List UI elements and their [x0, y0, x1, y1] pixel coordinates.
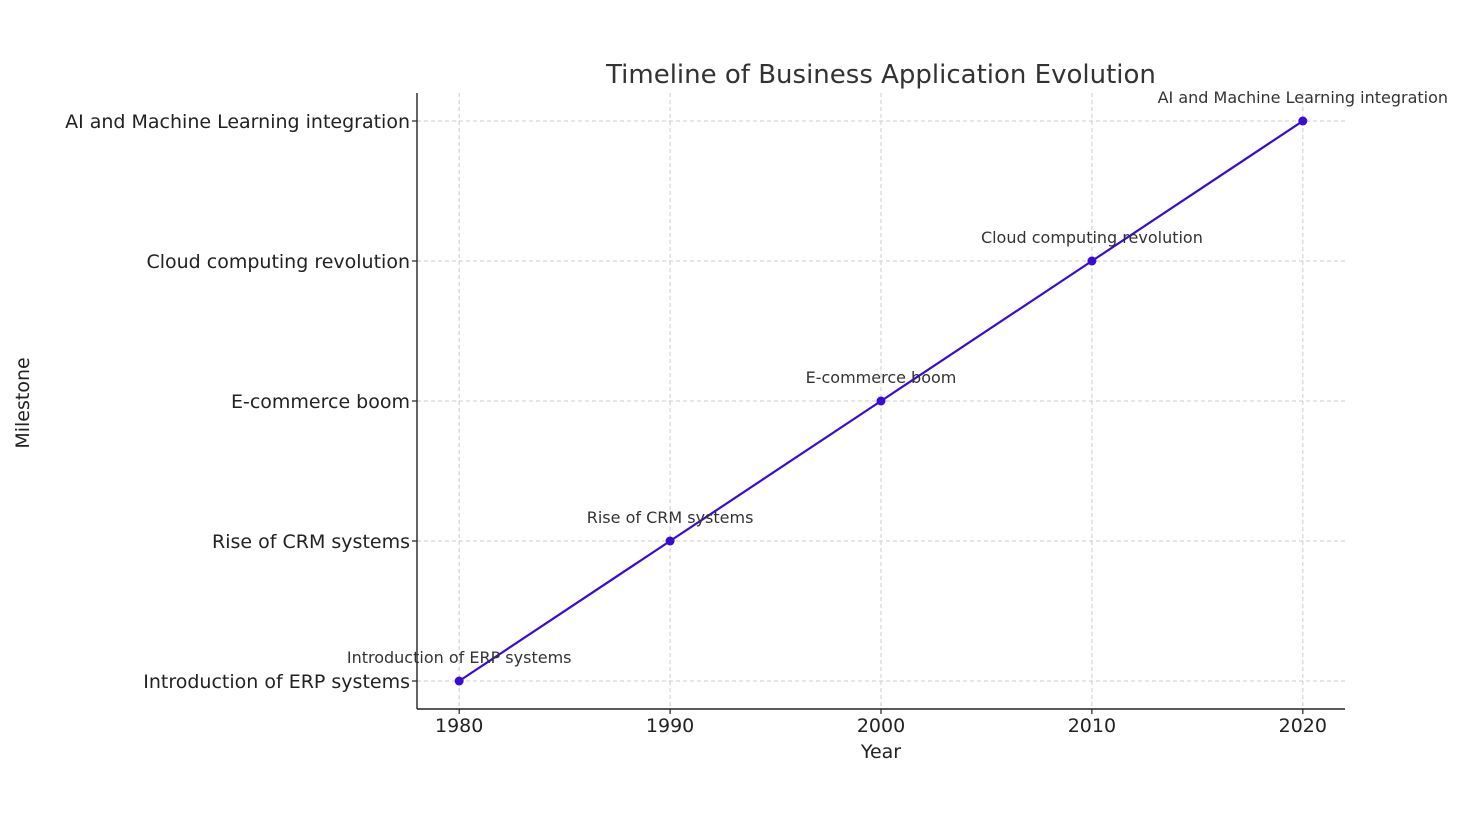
- data-point: [1087, 256, 1097, 266]
- x-tick-label: 2020: [1279, 715, 1327, 737]
- x-axis-label: Year: [860, 741, 901, 763]
- point-annotation: AI and Machine Learning integration: [1158, 88, 1448, 107]
- grid: [417, 93, 1345, 709]
- point-annotation: Introduction of ERP systems: [347, 648, 572, 667]
- y-tick-label: Cloud computing revolution: [146, 251, 410, 273]
- x-tick-label: 1980: [435, 715, 483, 737]
- data-point: [876, 396, 886, 406]
- data-point: [454, 676, 464, 686]
- y-tick-label: Introduction of ERP systems: [143, 671, 410, 693]
- y-tick-label: E-commerce boom: [231, 391, 410, 413]
- data-point: [665, 536, 675, 546]
- y-axis-label: Milestone: [12, 357, 34, 448]
- chart-title: Timeline of Business Application Evoluti…: [605, 60, 1156, 90]
- x-ticks: 1980 1990 2000 2010 2020: [435, 709, 1327, 737]
- y-tick-label: AI and Machine Learning integration: [65, 111, 410, 133]
- y-tick-label: Rise of CRM systems: [212, 531, 410, 553]
- x-tick-label: 2000: [857, 715, 905, 737]
- x-tick-label: 2010: [1068, 715, 1116, 737]
- point-annotation: E-commerce boom: [806, 368, 957, 387]
- point-annotation: Rise of CRM systems: [587, 508, 754, 527]
- annotations: Introduction of ERP systems Rise of CRM s…: [347, 88, 1448, 667]
- y-ticks: Introduction of ERP systems Rise of CRM s…: [65, 111, 417, 693]
- data-point: [1298, 116, 1308, 126]
- x-tick-label: 1990: [646, 715, 694, 737]
- series-group: [454, 116, 1308, 686]
- point-annotation: Cloud computing revolution: [981, 228, 1203, 247]
